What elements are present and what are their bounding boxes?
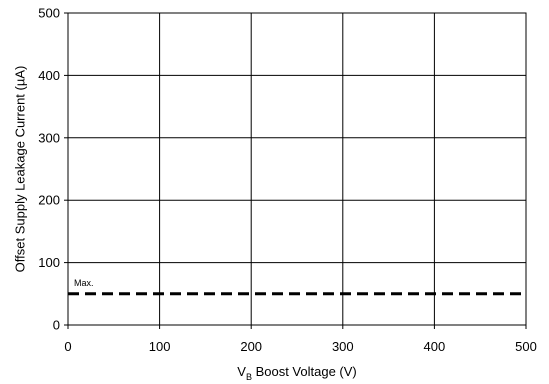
x-tick-label-4: 400 bbox=[424, 339, 446, 354]
grid bbox=[68, 13, 526, 325]
y-tick-labels: 0 100 200 300 400 500 bbox=[38, 6, 60, 333]
y-tick-label-5: 500 bbox=[38, 6, 60, 21]
x-tick-labels: 0 100 200 300 400 500 bbox=[64, 339, 536, 354]
x-axis-title-subscript: B bbox=[246, 372, 252, 382]
series-label-max: Max. bbox=[74, 278, 94, 288]
plot-frame bbox=[67, 12, 527, 326]
y-tick-label-0: 0 bbox=[53, 318, 60, 333]
x-axis-title: VB Boost Voltage (V) bbox=[237, 364, 356, 382]
x-tick-label-2: 200 bbox=[240, 339, 262, 354]
x-tick-label-0: 0 bbox=[64, 339, 71, 354]
y-tick-label-1: 100 bbox=[38, 255, 60, 270]
y-tick-label-2: 200 bbox=[38, 193, 60, 208]
y-tick-label-3: 300 bbox=[38, 130, 60, 145]
x-tick-label-1: 100 bbox=[149, 339, 171, 354]
x-tick-label-5: 500 bbox=[515, 339, 537, 354]
x-axis-title-rest: Boost Voltage (V) bbox=[252, 364, 357, 379]
tick-marks bbox=[64, 12, 527, 329]
x-tick-label-3: 300 bbox=[332, 339, 354, 354]
x-axis-title-main: V bbox=[237, 364, 246, 379]
y-axis-title: Offset Supply Leakage Current (µA) bbox=[12, 66, 27, 273]
y-tick-label-4: 400 bbox=[38, 68, 60, 83]
